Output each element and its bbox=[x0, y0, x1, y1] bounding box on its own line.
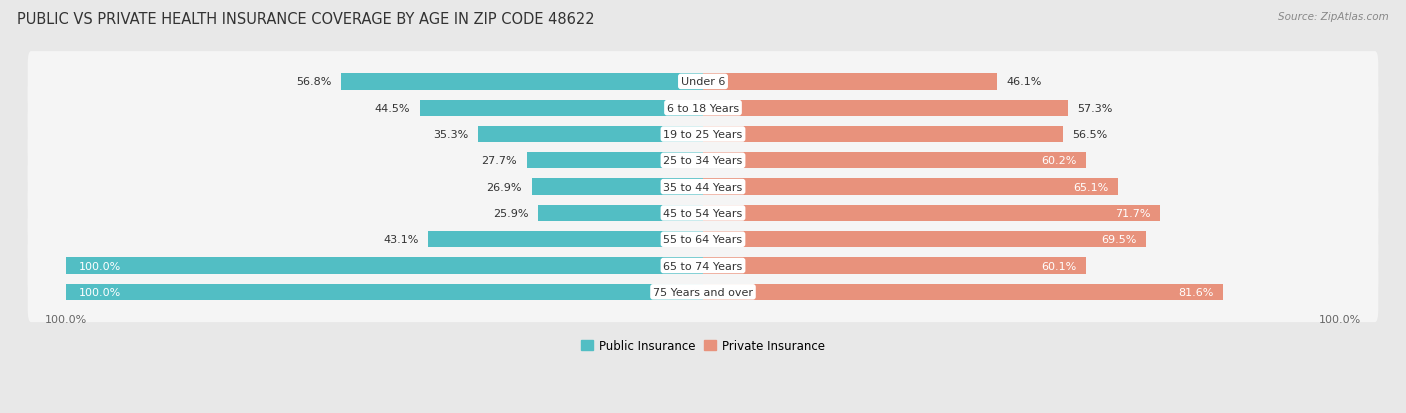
Text: 46.1%: 46.1% bbox=[1007, 77, 1042, 87]
Text: Source: ZipAtlas.com: Source: ZipAtlas.com bbox=[1278, 12, 1389, 22]
Text: 75 Years and over: 75 Years and over bbox=[652, 287, 754, 297]
Bar bbox=[703, 205, 1160, 221]
FancyBboxPatch shape bbox=[28, 131, 1378, 191]
Legend: Public Insurance, Private Insurance: Public Insurance, Private Insurance bbox=[576, 335, 830, 357]
Bar bbox=[703, 126, 1063, 143]
Text: 81.6%: 81.6% bbox=[1178, 287, 1213, 297]
Text: PUBLIC VS PRIVATE HEALTH INSURANCE COVERAGE BY AGE IN ZIP CODE 48622: PUBLIC VS PRIVATE HEALTH INSURANCE COVER… bbox=[17, 12, 595, 27]
Bar bbox=[703, 284, 1223, 300]
Text: 27.7%: 27.7% bbox=[481, 156, 517, 166]
FancyBboxPatch shape bbox=[28, 209, 1378, 270]
Text: 35.3%: 35.3% bbox=[433, 130, 468, 140]
Text: 100.0%: 100.0% bbox=[79, 261, 121, 271]
FancyBboxPatch shape bbox=[28, 157, 1378, 217]
Text: 25 to 34 Years: 25 to 34 Years bbox=[664, 156, 742, 166]
Text: 60.2%: 60.2% bbox=[1042, 156, 1077, 166]
Bar bbox=[342, 74, 703, 90]
Bar bbox=[531, 179, 703, 195]
Text: 26.9%: 26.9% bbox=[486, 182, 522, 192]
Text: 57.3%: 57.3% bbox=[1077, 103, 1114, 114]
Bar bbox=[703, 153, 1087, 169]
FancyBboxPatch shape bbox=[28, 78, 1378, 139]
FancyBboxPatch shape bbox=[28, 52, 1378, 112]
Bar bbox=[703, 232, 1146, 248]
Bar bbox=[66, 284, 703, 300]
Bar bbox=[526, 153, 703, 169]
Bar bbox=[703, 258, 1085, 274]
Bar bbox=[429, 232, 703, 248]
FancyBboxPatch shape bbox=[28, 183, 1378, 244]
FancyBboxPatch shape bbox=[28, 236, 1378, 296]
Bar bbox=[538, 205, 703, 221]
Text: 55 to 64 Years: 55 to 64 Years bbox=[664, 235, 742, 244]
Text: 65 to 74 Years: 65 to 74 Years bbox=[664, 261, 742, 271]
FancyBboxPatch shape bbox=[28, 262, 1378, 322]
Text: 69.5%: 69.5% bbox=[1101, 235, 1136, 244]
Text: 71.7%: 71.7% bbox=[1115, 209, 1150, 218]
Text: 60.1%: 60.1% bbox=[1040, 261, 1077, 271]
Text: 43.1%: 43.1% bbox=[384, 235, 419, 244]
FancyBboxPatch shape bbox=[28, 104, 1378, 165]
Text: 45 to 54 Years: 45 to 54 Years bbox=[664, 209, 742, 218]
Text: 44.5%: 44.5% bbox=[374, 103, 411, 114]
Text: 6 to 18 Years: 6 to 18 Years bbox=[666, 103, 740, 114]
Text: 65.1%: 65.1% bbox=[1073, 182, 1108, 192]
Bar bbox=[703, 100, 1069, 116]
Bar bbox=[703, 179, 1118, 195]
Text: 35 to 44 Years: 35 to 44 Years bbox=[664, 182, 742, 192]
Bar bbox=[419, 100, 703, 116]
Bar bbox=[703, 74, 997, 90]
Text: Under 6: Under 6 bbox=[681, 77, 725, 87]
Text: 25.9%: 25.9% bbox=[494, 209, 529, 218]
Text: 19 to 25 Years: 19 to 25 Years bbox=[664, 130, 742, 140]
Text: 56.8%: 56.8% bbox=[297, 77, 332, 87]
Text: 100.0%: 100.0% bbox=[79, 287, 121, 297]
Text: 56.5%: 56.5% bbox=[1073, 130, 1108, 140]
Bar bbox=[478, 126, 703, 143]
Bar bbox=[66, 258, 703, 274]
